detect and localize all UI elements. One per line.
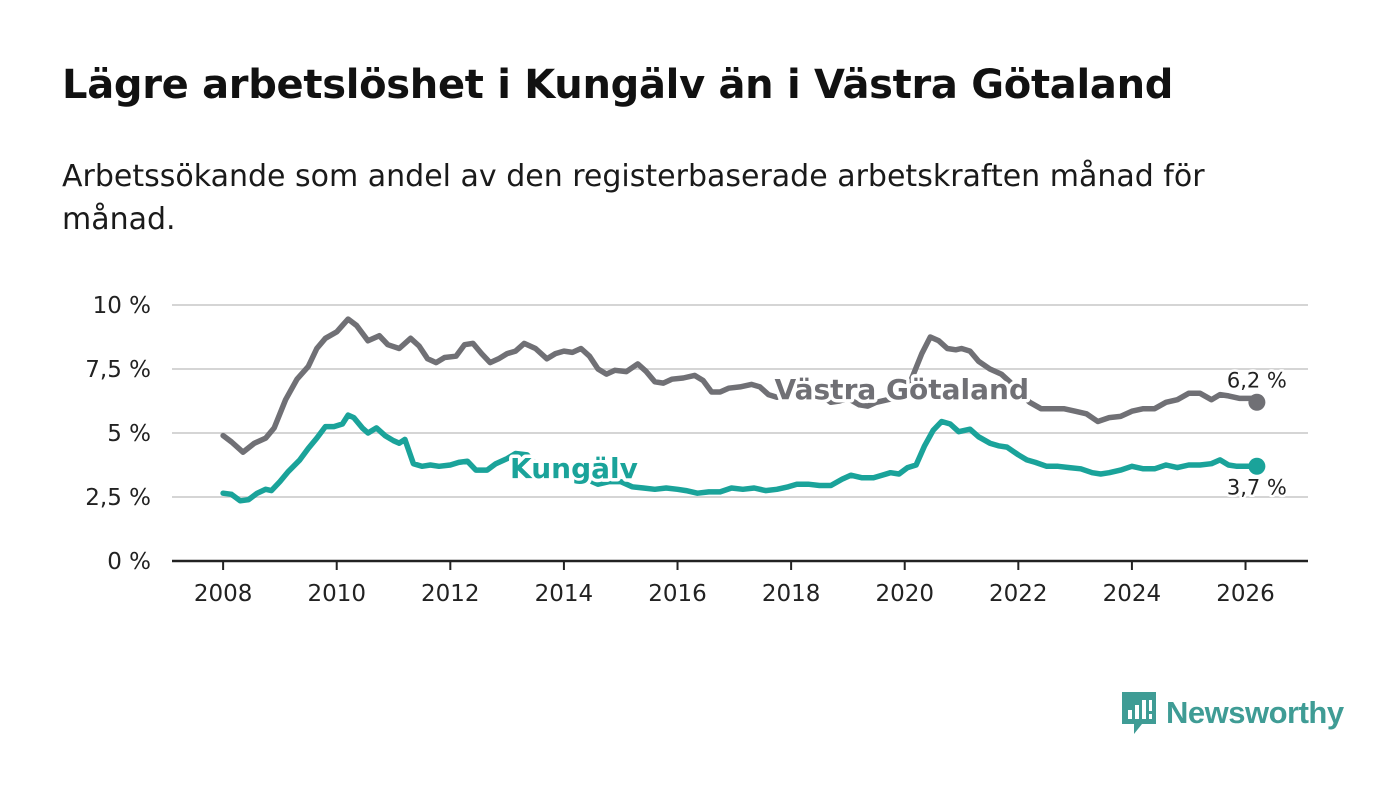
x-tick-label: 2014 xyxy=(535,581,594,607)
x-tick-label: 2026 xyxy=(1216,581,1275,607)
x-tick-label: 2012 xyxy=(421,581,480,607)
brand-logo[interactable]: Newsworthy xyxy=(1120,690,1344,736)
series-label-kungalv: Kungälv xyxy=(510,452,638,485)
chart-subtitle: Arbetssökande som andel av den registerb… xyxy=(62,159,1205,237)
brand-name: Newsworthy xyxy=(1166,695,1344,730)
x-tick-label: 2020 xyxy=(875,581,934,607)
x-tick-label: 2016 xyxy=(648,581,707,607)
y-tick-label: 0 % xyxy=(107,549,151,575)
end-label-kungalv: 3,7 % xyxy=(1227,475,1287,499)
chart-title: Lägre arbetslöshet i Kungälv än i Västra… xyxy=(62,62,1174,108)
y-tick-label: 5 % xyxy=(107,421,151,447)
x-tick-label: 2010 xyxy=(307,581,366,607)
newsworthy-logo-icon xyxy=(1122,692,1156,734)
x-tick-label: 2018 xyxy=(762,581,821,607)
end-point-kungalv xyxy=(1248,457,1266,475)
y-tick-label: 7,5 % xyxy=(85,357,151,383)
x-tick-label: 2008 xyxy=(194,581,253,607)
end-label-vastra-gotaland: 6,2 % xyxy=(1227,368,1287,392)
y-tick-label: 2,5 % xyxy=(85,485,151,511)
series-line-kungalv xyxy=(220,412,1260,504)
series-line-vastra-gotaland xyxy=(220,316,1260,455)
end-point-vastra-gotaland xyxy=(1248,393,1266,411)
y-tick-label: 10 % xyxy=(93,293,151,319)
x-tick-label: 2024 xyxy=(1103,581,1162,607)
series-label-vastra-gotaland: Västra Götaland xyxy=(774,373,1029,406)
x-tick-label: 2022 xyxy=(989,581,1048,607)
